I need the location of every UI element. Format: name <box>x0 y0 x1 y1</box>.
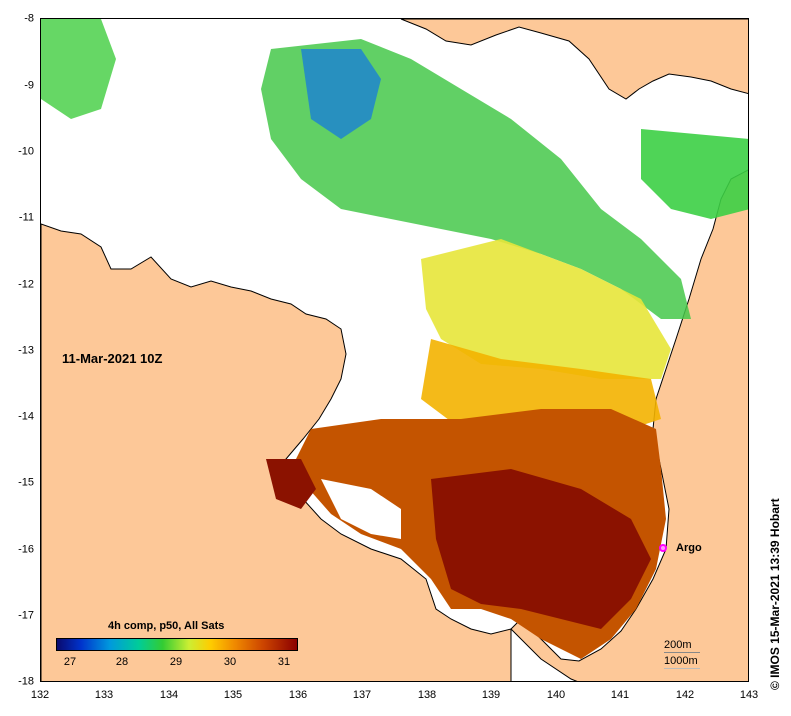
legend-tick-label: 30 <box>223 656 237 668</box>
y-tick-label: -18 <box>18 675 34 688</box>
sst-map <box>40 18 749 682</box>
y-tick-label: -11 <box>18 211 34 224</box>
y-tick-label: -13 <box>18 344 34 357</box>
x-tick-label: 138 <box>417 689 437 701</box>
legend-tick-label: 29 <box>169 656 183 668</box>
legend-tick-label: 27 <box>63 656 77 668</box>
sst-east-green <box>641 129 748 219</box>
sst-north-blue <box>301 49 381 139</box>
y-tick-label: -17 <box>18 609 34 622</box>
legend-tick-label: 28 <box>115 656 129 668</box>
legend-colorbar <box>56 638 298 651</box>
legend-tick-label: 31 <box>277 656 291 668</box>
argo-label: Argo <box>676 542 702 554</box>
x-tick-label: 136 <box>288 689 308 701</box>
y-tick-label: -8 <box>24 12 34 25</box>
contour-key-line <box>664 652 700 653</box>
y-tick-label: -16 <box>18 543 34 556</box>
land-new-guinea <box>400 19 748 100</box>
contour-key-line <box>664 668 700 669</box>
map-canvas <box>41 19 748 681</box>
x-tick-label: 134 <box>159 689 179 701</box>
x-tick-label: 137 <box>352 689 372 701</box>
sst-gulf-hot <box>266 459 316 509</box>
x-tick-label: 139 <box>481 689 501 701</box>
contour-label-200m: 200m <box>664 639 692 651</box>
imos-credit: © IMOS 15-Mar-2021 13:39 Hobart <box>768 498 782 690</box>
date-label: 11-Mar-2021 10Z <box>62 351 163 366</box>
x-tick-label: 135 <box>223 689 243 701</box>
sst-mid-yellow <box>421 239 671 379</box>
x-tick-label: 143 <box>739 689 759 701</box>
land-cape-york <box>510 169 748 681</box>
x-tick-label: 133 <box>94 689 114 701</box>
x-tick-label: 142 <box>675 689 695 701</box>
y-tick-label: -14 <box>18 410 34 423</box>
y-tick-label: -9 <box>24 79 34 92</box>
sst-west-green <box>41 19 116 119</box>
contour-label-1000m: 1000m <box>664 655 698 667</box>
x-tick-label: 141 <box>610 689 630 701</box>
x-tick-label: 132 <box>30 689 50 701</box>
sst-gap <box>321 479 401 539</box>
sst-south-hot <box>431 469 651 629</box>
land-arnhem <box>41 223 512 681</box>
y-tick-label: -12 <box>18 278 34 291</box>
y-tick-label: -15 <box>18 476 34 489</box>
argo-float-icon[interactable] <box>659 544 667 552</box>
x-tick-label: 140 <box>546 689 566 701</box>
legend-title: 4h comp, p50, All Sats <box>108 620 225 632</box>
y-tick-label: -10 <box>18 145 34 158</box>
